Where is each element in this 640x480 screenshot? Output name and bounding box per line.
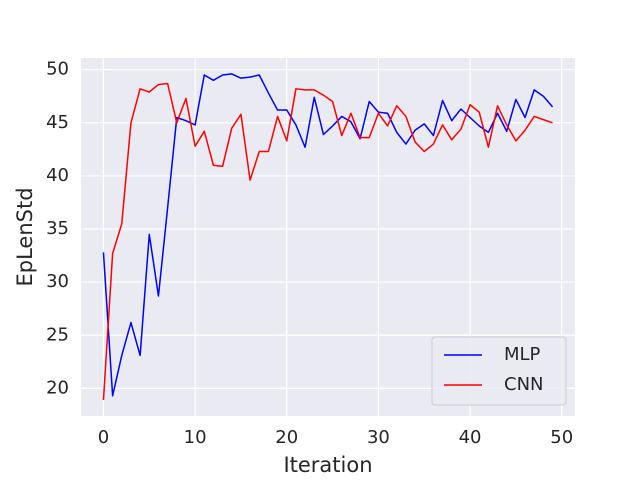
legend-box — [431, 336, 567, 406]
legend-label: MLP — [504, 344, 541, 365]
lines — [102, 73, 554, 401]
legend-label: CNN — [504, 374, 544, 395]
y-tick-label: 25 — [46, 324, 69, 345]
y-tick-label: 50 — [46, 59, 69, 80]
y-tick-label: 45 — [46, 112, 69, 133]
x-axis-label: Iteration — [283, 453, 372, 477]
y-tick-label: 35 — [46, 218, 69, 239]
y-tick-label: 40 — [46, 165, 69, 186]
x-tick-label: 10 — [184, 427, 207, 448]
legend: MLP CNN — [431, 336, 567, 406]
grid — [81, 58, 575, 416]
y-tick-label: 30 — [46, 271, 69, 292]
x-tick-label: 50 — [550, 427, 573, 448]
x-tick-label: 0 — [98, 427, 109, 448]
y-axis-label: EpLenStd — [13, 187, 37, 286]
x-tick-label: 20 — [275, 427, 298, 448]
x-tick-label: 30 — [367, 427, 390, 448]
y-tick-label: 20 — [46, 377, 69, 398]
x-tick-label: 40 — [459, 427, 482, 448]
series-line — [102, 82, 553, 401]
